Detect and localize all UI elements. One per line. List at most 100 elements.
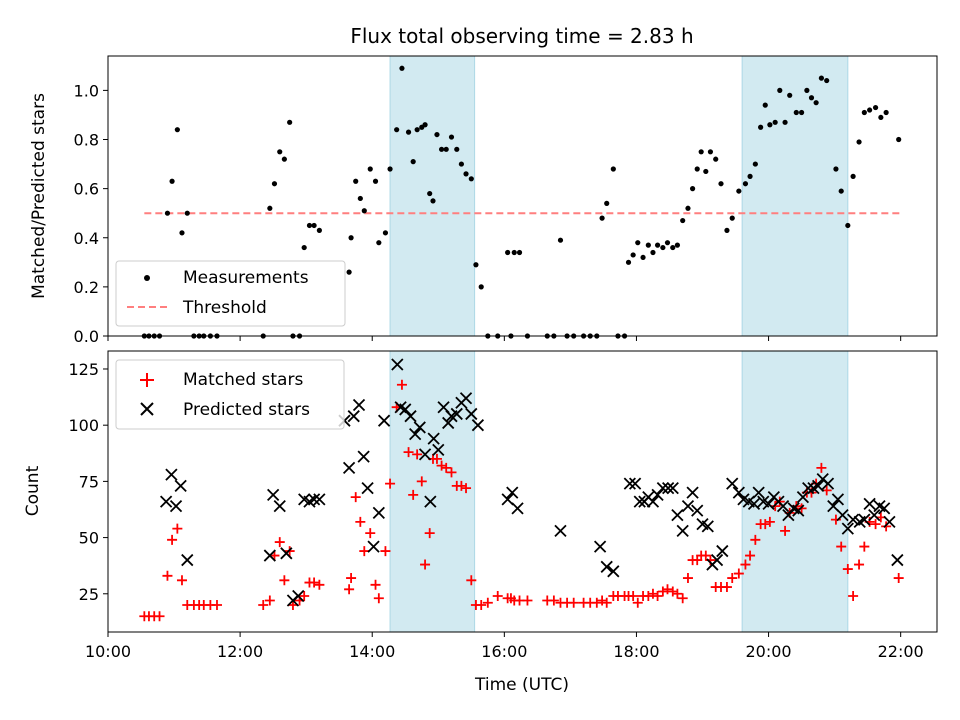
legend-label-measurements: Measurements bbox=[183, 268, 309, 288]
measurement-point bbox=[818, 75, 825, 81]
matched-point bbox=[264, 595, 275, 606]
matched-point bbox=[727, 573, 738, 584]
predicted-point bbox=[352, 398, 366, 412]
measurement-point bbox=[742, 181, 749, 187]
measurement-point bbox=[698, 149, 704, 155]
measurement-point bbox=[707, 149, 714, 155]
measurement-point bbox=[557, 237, 564, 243]
matched-point bbox=[403, 447, 414, 458]
matched-point bbox=[476, 600, 487, 611]
matched-point bbox=[643, 591, 654, 602]
top-y-axis-label: Matched/Predicted stars bbox=[29, 93, 49, 299]
measurement-point bbox=[808, 95, 815, 101]
matched-point bbox=[346, 573, 357, 584]
measurement-point bbox=[635, 240, 641, 246]
y-tick-label: 125 bbox=[68, 360, 99, 379]
measurement-point bbox=[782, 119, 788, 125]
measurement-point bbox=[845, 222, 851, 229]
predicted-point bbox=[263, 549, 276, 562]
measurement-point bbox=[516, 249, 523, 256]
measurement-point bbox=[448, 134, 455, 140]
shaded-region bbox=[741, 55, 849, 337]
measurement-point bbox=[685, 205, 691, 211]
measurement-point bbox=[645, 242, 651, 248]
predicted-point bbox=[165, 468, 178, 481]
predicted-point bbox=[424, 495, 437, 508]
measurement-point bbox=[505, 249, 511, 256]
matched-point bbox=[269, 550, 280, 561]
matched-point bbox=[424, 528, 435, 539]
measurement-point bbox=[422, 122, 428, 128]
measurement-point bbox=[896, 136, 902, 143]
measurement-point bbox=[758, 124, 764, 130]
predicted-point bbox=[459, 392, 473, 405]
legend-marker-matched bbox=[140, 373, 154, 387]
measurement-point bbox=[169, 178, 175, 184]
measurement-point bbox=[861, 109, 867, 116]
measurement-point bbox=[878, 114, 884, 121]
matched-point bbox=[492, 591, 503, 602]
matched-point bbox=[461, 483, 472, 494]
measurement-point bbox=[650, 249, 656, 256]
legend-marker-measurements bbox=[144, 275, 150, 281]
predicted-point bbox=[796, 490, 810, 504]
predicted-point bbox=[651, 488, 664, 502]
legend-label-matched: Matched stars bbox=[183, 370, 303, 390]
measurement-point bbox=[271, 181, 278, 187]
predicted-point bbox=[313, 493, 326, 506]
measurement-point bbox=[458, 161, 464, 167]
measurement-point bbox=[399, 65, 405, 71]
matched-point bbox=[373, 593, 384, 604]
predicted-point bbox=[471, 419, 485, 432]
predicted-point bbox=[280, 547, 293, 560]
matched-point bbox=[836, 541, 847, 552]
measurement-point bbox=[777, 87, 783, 93]
measurement-point bbox=[361, 208, 367, 214]
matched-point bbox=[466, 575, 477, 586]
matched-point bbox=[733, 568, 744, 579]
measurement-point bbox=[654, 242, 661, 248]
matched-point bbox=[750, 534, 761, 545]
matched-point bbox=[365, 528, 376, 539]
measurement-point bbox=[454, 146, 460, 152]
predicted-point bbox=[623, 477, 636, 490]
matched-point bbox=[350, 492, 361, 503]
bottom-legend: Matched stars Predicted stars bbox=[115, 359, 345, 430]
matched-point bbox=[591, 597, 602, 608]
matched-point bbox=[456, 480, 467, 491]
y-tick-label: 25 bbox=[79, 585, 99, 604]
predicted-point bbox=[399, 403, 412, 416]
predicted-point bbox=[656, 481, 670, 495]
x-tick-label: 12:00 bbox=[217, 642, 263, 661]
x-tick-label: 10:00 bbox=[85, 642, 131, 661]
predicted-point bbox=[646, 495, 660, 508]
matched-point bbox=[848, 591, 859, 602]
predicted-point bbox=[554, 524, 567, 537]
matched-point bbox=[647, 588, 658, 599]
matched-point bbox=[380, 546, 391, 557]
matched-point bbox=[632, 597, 643, 608]
top-shaded-regions bbox=[389, 55, 849, 337]
top-axes-frame bbox=[107, 55, 938, 337]
predicted-point bbox=[593, 540, 607, 553]
matched-point bbox=[672, 588, 683, 599]
measurement-point bbox=[599, 215, 605, 221]
matched-point bbox=[682, 573, 693, 584]
predicted-point bbox=[846, 513, 860, 526]
predicted-point bbox=[292, 589, 305, 603]
matched-point bbox=[446, 467, 457, 478]
matched-point bbox=[662, 584, 673, 595]
matched-point bbox=[408, 489, 419, 500]
chart-title: Flux total observing time = 2.83 h bbox=[350, 24, 693, 48]
predicted-point bbox=[267, 488, 280, 502]
measurement-point bbox=[713, 156, 719, 162]
top-legend-box bbox=[115, 260, 346, 327]
measurement-point bbox=[883, 109, 889, 116]
predicted-point bbox=[863, 497, 876, 511]
y-tick-label: 50 bbox=[79, 529, 99, 548]
measurement-point bbox=[511, 249, 517, 256]
measurement-point bbox=[427, 190, 433, 197]
predicted-point bbox=[404, 410, 417, 423]
matched-point bbox=[176, 575, 187, 586]
top-legend: Measurements Threshold bbox=[115, 260, 346, 327]
